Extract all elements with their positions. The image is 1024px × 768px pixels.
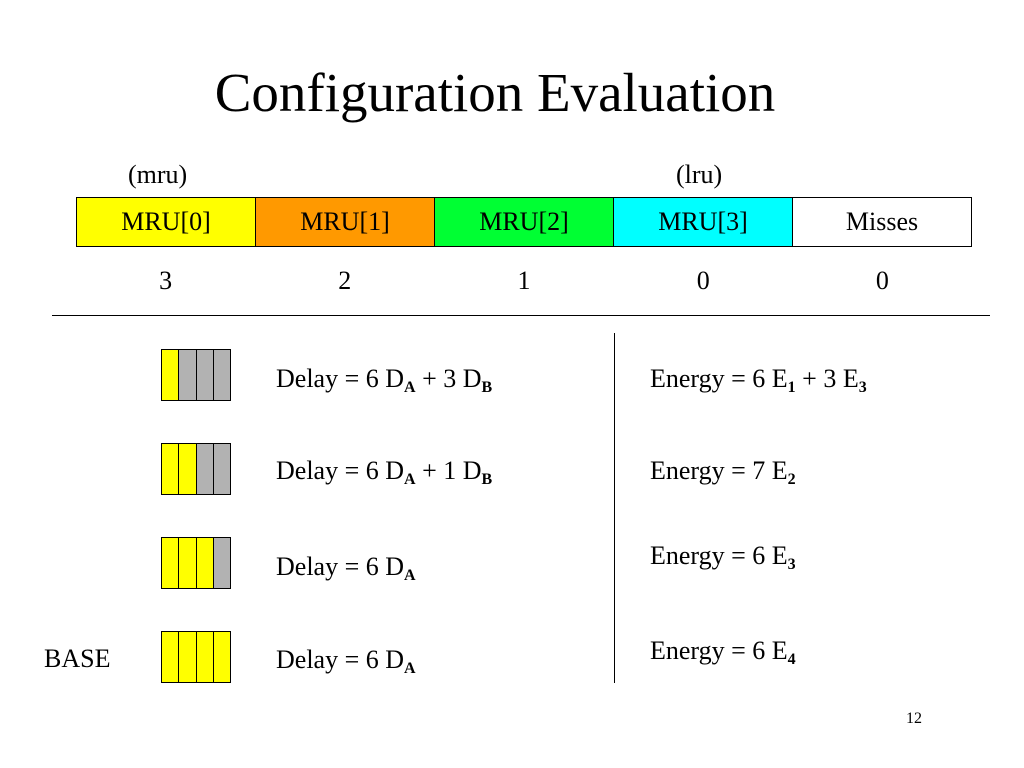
config-4-delay: Delay = 6 DA	[276, 645, 416, 677]
way-block	[213, 350, 230, 400]
way-block	[196, 632, 214, 682]
count-misses: 0	[875, 266, 889, 295]
delay-subscript: A	[404, 660, 416, 677]
delay-subscript: B	[481, 379, 493, 396]
page-number: 12	[906, 710, 922, 727]
way-block	[162, 538, 180, 588]
config-4-energy: Energy = 6 E4	[650, 636, 796, 668]
way-block	[179, 632, 197, 682]
way-block	[179, 350, 197, 400]
way-block	[213, 444, 230, 494]
delay-subscript: A	[404, 471, 416, 488]
delay-text: + 1 D	[415, 456, 482, 485]
energy-text: + 3 E	[795, 364, 859, 393]
delay-subscript: A	[404, 567, 416, 584]
delay-text: Delay = 6 D	[276, 552, 405, 581]
delay-subscript: A	[404, 379, 416, 396]
way-block	[162, 350, 180, 400]
way-block	[179, 538, 197, 588]
way-block	[213, 538, 230, 588]
misses-cell: Misses	[793, 198, 971, 246]
mru-table: MRU[0] MRU[1] MRU[2] MRU[3] Misses	[76, 197, 972, 247]
base-label: BASE	[44, 644, 111, 673]
count-mru-1: 2	[338, 266, 352, 295]
energy-text: Energy = 6 E	[650, 364, 788, 393]
count-mru-0: 3	[159, 266, 173, 295]
way-block	[196, 444, 214, 494]
config-1-energy: Energy = 6 E1 + 3 E3	[650, 364, 867, 396]
count-mru-2: 1	[517, 266, 531, 295]
config-1-delay: Delay = 6 DA + 3 DB	[276, 364, 493, 396]
way-block	[213, 632, 230, 682]
config-3-ways	[161, 537, 231, 589]
slide-title: Configuration Evaluation	[214, 62, 776, 123]
delay-subscript: B	[481, 471, 493, 488]
delay-text: Delay = 6 D	[276, 364, 405, 393]
config-1-ways	[161, 349, 231, 401]
energy-subscript: 3	[787, 556, 796, 573]
energy-text: Energy = 7 E	[650, 456, 788, 485]
mru-0-cell: MRU[0]	[77, 198, 256, 246]
delay-text: Delay = 6 D	[276, 456, 405, 485]
energy-text: Energy = 6 E	[650, 636, 788, 665]
way-block	[196, 538, 214, 588]
way-block	[196, 350, 214, 400]
delay-text: + 3 D	[415, 364, 482, 393]
config-2-delay: Delay = 6 DA + 1 DB	[276, 456, 493, 488]
energy-subscript: 3	[858, 379, 867, 396]
delay-text: Delay = 6 D	[276, 645, 405, 674]
mru-label: (mru)	[128, 160, 188, 189]
config-2-energy: Energy = 7 E2	[650, 456, 796, 488]
energy-subscript: 4	[787, 651, 796, 668]
energy-text: Energy = 6 E	[650, 541, 788, 570]
vertical-divider	[614, 333, 615, 683]
config-3-delay: Delay = 6 DA	[276, 552, 416, 584]
count-mru-3: 0	[696, 266, 710, 295]
mru-1-cell: MRU[1]	[256, 198, 435, 246]
energy-subscript: 1	[787, 379, 796, 396]
hit-counts-row: 3 2 1 0 0	[76, 266, 972, 296]
mru-3-cell: MRU[3]	[614, 198, 793, 246]
way-block	[162, 444, 180, 494]
config-4-ways	[161, 631, 231, 683]
energy-subscript: 2	[787, 471, 796, 488]
horizontal-divider	[52, 315, 990, 316]
mru-2-cell: MRU[2]	[435, 198, 614, 246]
way-block	[162, 632, 180, 682]
way-block	[179, 444, 197, 494]
config-3-energy: Energy = 6 E3	[650, 541, 796, 573]
config-2-ways	[161, 443, 231, 495]
lru-label: (lru)	[676, 160, 723, 189]
